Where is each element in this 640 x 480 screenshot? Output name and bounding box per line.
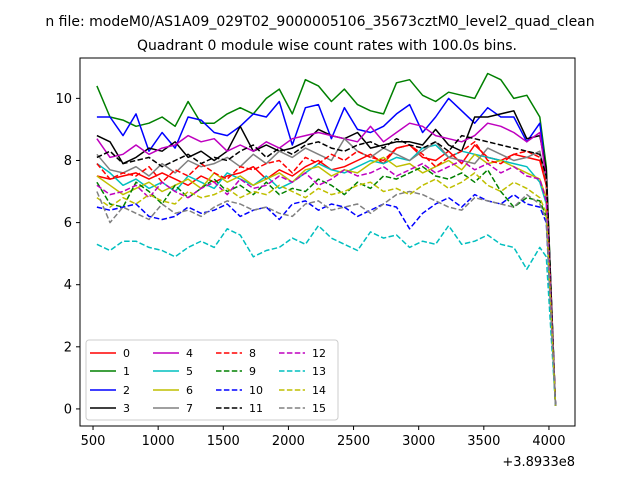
x-tick-label: 1000 xyxy=(142,434,175,449)
legend-label-8: 8 xyxy=(249,347,256,360)
y-tick-label: 2 xyxy=(64,340,72,355)
axes-frame xyxy=(79,57,576,427)
legend-label-7: 7 xyxy=(186,402,193,415)
legend-label-5: 5 xyxy=(186,365,193,378)
legend-label-6: 6 xyxy=(186,384,193,397)
legend-label-4: 4 xyxy=(186,347,193,360)
series-line-15 xyxy=(96,190,557,406)
series-line-4 xyxy=(96,122,557,406)
legend-label-10: 10 xyxy=(249,384,263,397)
legend-label-14: 14 xyxy=(312,384,326,397)
legend-label-0: 0 xyxy=(123,347,130,360)
legend-label-12: 12 xyxy=(312,347,326,360)
x-tick-label: 500 xyxy=(81,434,106,449)
legend-box xyxy=(85,339,339,421)
y-tick-label: 0 xyxy=(64,402,72,417)
legend-label-3: 3 xyxy=(123,402,130,415)
legend-label-9: 9 xyxy=(249,365,256,378)
y-tick-label: 6 xyxy=(64,216,72,231)
series-line-11 xyxy=(96,134,557,406)
x-tick-label: 4000 xyxy=(532,434,565,449)
y-tick-label: 8 xyxy=(64,154,72,169)
legend-label-1: 1 xyxy=(123,365,130,378)
series-layer xyxy=(96,72,557,406)
series-line-8 xyxy=(96,141,557,406)
series-line-12 xyxy=(96,159,557,406)
legend-label-11: 11 xyxy=(249,402,263,415)
x-tick-label: 2000 xyxy=(272,434,305,449)
y-axis-ticks: 0 2 4 6 8 10 xyxy=(55,92,80,417)
x-tick-label: 1500 xyxy=(207,434,240,449)
series-line-7 xyxy=(96,137,557,406)
series-line-1 xyxy=(96,72,557,406)
chart-title: Quadrant 0 module wise count rates with … xyxy=(137,38,517,54)
x-tick-label: 3500 xyxy=(467,434,500,449)
legend-label-15: 15 xyxy=(312,402,326,415)
series-line-13 xyxy=(96,224,557,406)
legend-label-13: 13 xyxy=(312,365,326,378)
y-tick-label: 4 xyxy=(64,278,72,293)
y-tick-label: 10 xyxy=(55,92,72,107)
series-line-14 xyxy=(96,172,557,406)
chart-suptitle: n file: modeM0/AS1A09_029T02_9000005106_… xyxy=(45,14,594,30)
series-line-9 xyxy=(96,165,557,406)
x-axis-offset-text: +3.8933e8 xyxy=(502,455,575,470)
legend-label-2: 2 xyxy=(123,384,130,397)
x-tick-label: 2500 xyxy=(337,434,370,449)
series-line-2 xyxy=(96,97,557,406)
x-axis-ticks: 500 1000 1500 2000 2500 3000 3500 4000 xyxy=(81,426,565,449)
x-tick-label: 3000 xyxy=(402,434,435,449)
